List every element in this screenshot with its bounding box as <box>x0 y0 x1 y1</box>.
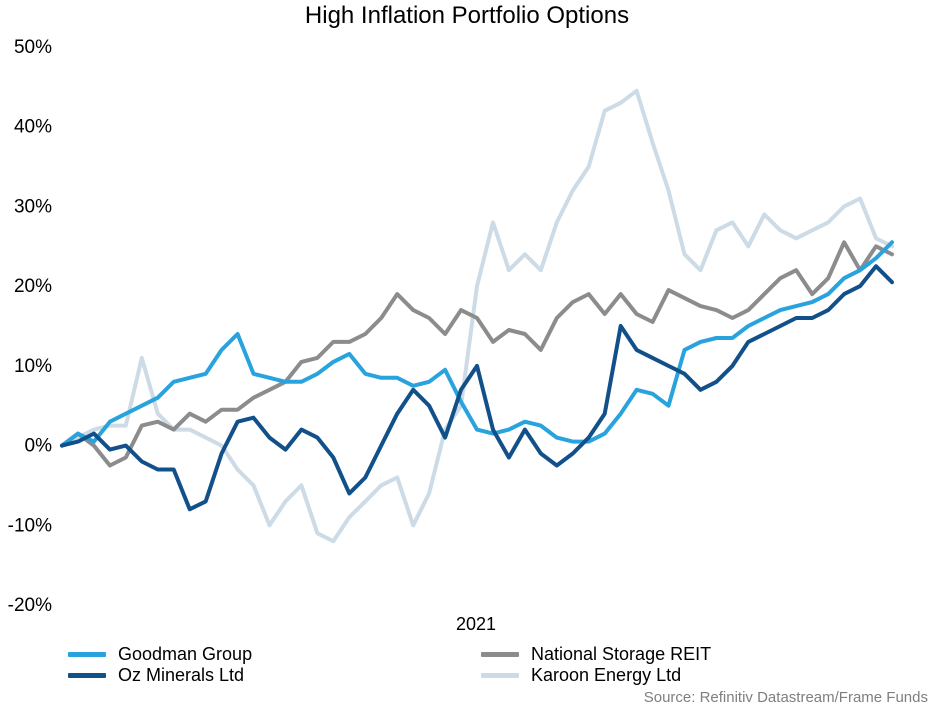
y-tick-label: -10% <box>8 515 52 536</box>
series-line-national-storage-reit <box>60 240 894 468</box>
legend-item-national-storage: National Storage REIT <box>481 643 711 665</box>
legend-swatch-goodman-group <box>68 651 106 657</box>
series-line-karoon-energy-ltd <box>60 88 894 544</box>
legend-item-goodman-group: Goodman Group <box>68 643 252 665</box>
legend-label-goodman-group: Goodman Group <box>118 643 253 664</box>
y-tick-label: 10% <box>14 356 52 377</box>
legend-item-karoon-energy: Karoon Energy Ltd <box>481 664 681 686</box>
series-line-goodman-group <box>60 240 894 448</box>
legend-label-oz-minerals: Oz Minerals Ltd <box>118 664 245 685</box>
y-tick-label: 20% <box>14 276 52 297</box>
y-tick-label: 50% <box>14 37 52 58</box>
y-axis: 50% 40% 30% 20% 10% 0% -10% -20% <box>8 37 52 616</box>
y-tick-label: 30% <box>14 196 52 217</box>
y-tick-label: 40% <box>14 117 52 138</box>
x-axis-label: 2021 <box>455 614 497 634</box>
legend-label-karoon-energy: Karoon Energy Ltd <box>531 664 682 685</box>
legend-item-oz-minerals: Oz Minerals Ltd <box>68 664 244 686</box>
series-line-oz-minerals-ltd <box>60 264 894 512</box>
legend-label-national-storage: National Storage REIT <box>531 643 712 664</box>
chart-title: High Inflation Portfolio Options <box>304 2 630 29</box>
series-layer <box>60 88 894 544</box>
legend-swatch-oz-minerals <box>68 672 106 678</box>
line-chart: 50% 40% 30% 20% 10% 0% -10% -20% <box>8 37 894 616</box>
legend-swatch-national-storage <box>481 651 519 657</box>
y-tick-label: 0% <box>25 436 53 457</box>
legend-swatch-karoon-energy <box>481 672 519 678</box>
source-note: Source: Refinitiv Datastream/Frame Funds <box>643 689 928 706</box>
y-tick-label: -20% <box>8 595 52 616</box>
